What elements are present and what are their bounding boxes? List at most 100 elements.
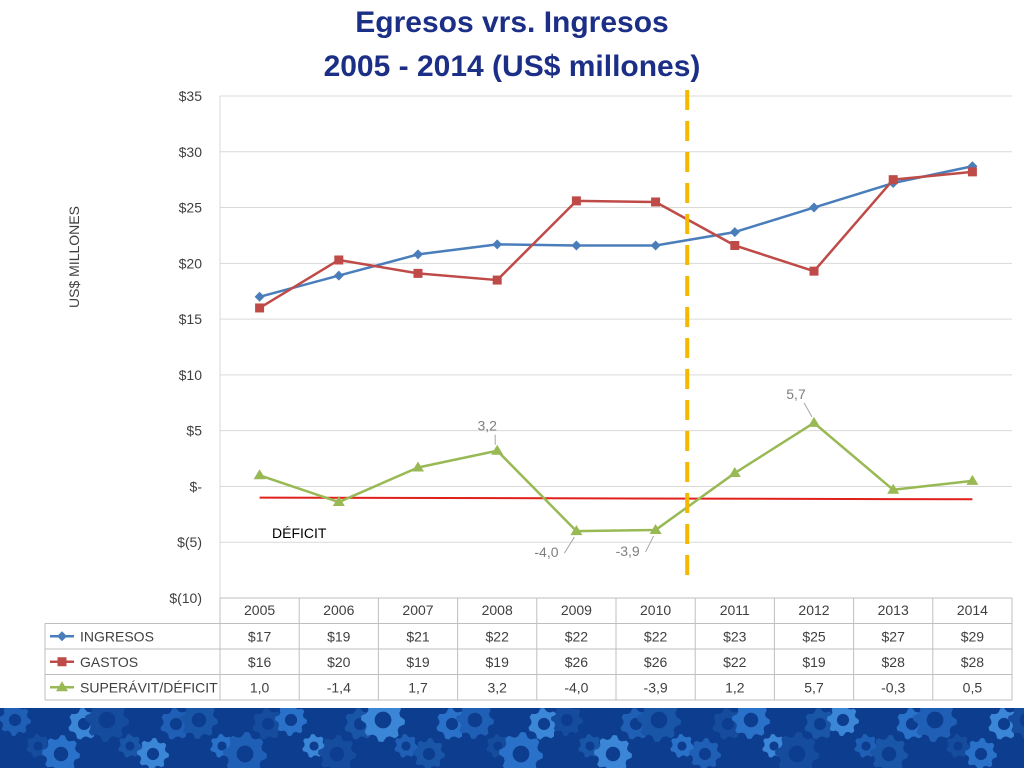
table-cell: 1,0 <box>250 680 270 696</box>
table-cell: 1,2 <box>725 680 745 696</box>
series-line-triangle <box>259 421 973 533</box>
table-cell: $19 <box>406 654 430 670</box>
table-cell: $28 <box>882 654 906 670</box>
data-point-triangle <box>728 467 741 478</box>
data-point-diamond <box>809 202 819 213</box>
x-tick-label: 2010 <box>640 602 671 618</box>
table-cell: $25 <box>802 629 826 645</box>
deficit-label: DÉFICIT <box>272 525 327 541</box>
gear-hole <box>467 712 483 728</box>
line-chart: $35 $30 $25 $20 $15 $10 $5 $- $(5) $(10) US$ MILLO… <box>44 88 1013 701</box>
gear-banner <box>0 708 1024 768</box>
gear-hole <box>284 713 298 727</box>
data-point-square <box>967 167 977 177</box>
y-axis-title: US$ MILLONES <box>66 206 82 308</box>
y-tick-label: $(5) <box>177 534 202 550</box>
x-tick-label: 2014 <box>957 602 988 618</box>
y-tick-label: $35 <box>179 88 203 104</box>
gear-hole <box>53 746 69 762</box>
table-cell: $29 <box>961 629 985 645</box>
gear-hole <box>512 745 530 763</box>
table-cell: $17 <box>248 629 272 645</box>
table-cell: $19 <box>327 629 351 645</box>
x-tick-label: 2011 <box>720 602 750 618</box>
data-label: 3,2 <box>477 418 497 434</box>
data-point-triangle <box>808 416 820 427</box>
y-tick-label: $10 <box>179 367 203 383</box>
y-tick-label: $30 <box>179 144 203 160</box>
table-cell: -3,9 <box>644 680 668 696</box>
x-tick-label: 2008 <box>482 602 513 618</box>
x-tick-label: 2007 <box>402 602 433 618</box>
gear-hole <box>836 713 850 727</box>
data-point-triangle <box>649 523 662 534</box>
data-label: 5,7 <box>786 386 806 402</box>
data-label-leader <box>803 402 813 418</box>
table-cell: $20 <box>327 654 351 670</box>
series-line-diamond <box>259 165 973 299</box>
gear-hole <box>217 741 227 751</box>
table-cell: $23 <box>723 629 747 645</box>
data-label: -4,0 <box>534 544 558 560</box>
gear-hole <box>585 741 595 751</box>
y-tick-label: $5 <box>186 423 202 439</box>
legend-label: SUPERÁVIT/DÉFICIT <box>80 680 218 696</box>
gear-hole <box>698 747 712 761</box>
table-cell: $28 <box>961 654 985 670</box>
gear-hole <box>33 741 43 751</box>
table-cell: 5,7 <box>804 680 824 696</box>
data-point-square <box>651 197 661 207</box>
table-cell: $22 <box>644 629 668 645</box>
data-point-triangle <box>491 444 504 455</box>
gear-hole <box>605 746 621 762</box>
series-line-square <box>258 170 973 310</box>
data-point-diamond <box>650 240 661 251</box>
gear-hole <box>721 717 735 731</box>
gear-hole <box>169 717 183 731</box>
table-cell: $16 <box>248 654 272 670</box>
table-cell: -1,4 <box>327 680 351 696</box>
x-tick-label: 2005 <box>244 602 275 618</box>
table-cell: $22 <box>486 629 510 645</box>
gear-hole <box>997 717 1011 731</box>
x-tick-label: 2009 <box>561 602 592 618</box>
gear-hole <box>861 741 871 751</box>
data-point-triangle <box>966 474 979 485</box>
y-tick-label: $(10) <box>169 590 202 606</box>
gear-hole <box>650 711 668 729</box>
gear-hole <box>401 741 411 751</box>
data-point-diamond <box>333 270 344 281</box>
gear-hole <box>974 747 988 761</box>
data-point-diamond <box>571 240 582 251</box>
gear-hole <box>788 745 806 763</box>
gear-hole <box>191 712 207 728</box>
data-table: 2005 2006 2007 2008 2009 2010 2011 2012 2013 2014… <box>44 597 1013 701</box>
chart-title-line1: Egresos vrs. Ingresos <box>355 6 669 39</box>
y-tick-label: $20 <box>179 255 203 271</box>
data-point-triangle <box>570 525 583 536</box>
gear-hole <box>8 713 22 727</box>
chart-title-line2: 2005 - 2014 (US$ millones) <box>323 50 701 83</box>
table-cell: -0,3 <box>881 680 905 696</box>
data-point-square <box>571 196 581 206</box>
table-cell: $22 <box>723 654 747 670</box>
table-cell: $22 <box>565 629 589 645</box>
table-cell: $19 <box>802 654 826 670</box>
table-cell: -4,0 <box>564 680 588 696</box>
legend-label: GASTOS <box>80 654 138 670</box>
gear-hole <box>881 746 897 762</box>
data-point-diamond <box>492 239 503 250</box>
data-point-triangle <box>412 461 424 472</box>
gear-icon <box>1008 708 1024 739</box>
gear-hole <box>422 747 436 761</box>
data-label-leader <box>563 536 575 554</box>
gear-hole <box>236 745 254 763</box>
data-point-diamond <box>254 291 265 302</box>
table-cell: 0,5 <box>963 680 983 696</box>
gear-hole <box>677 741 687 751</box>
data-point-square <box>888 175 898 185</box>
table-cell: 3,2 <box>487 680 507 696</box>
table-cell: 1,7 <box>408 680 428 696</box>
gear-hole <box>309 741 319 751</box>
gear-hole <box>146 747 160 761</box>
